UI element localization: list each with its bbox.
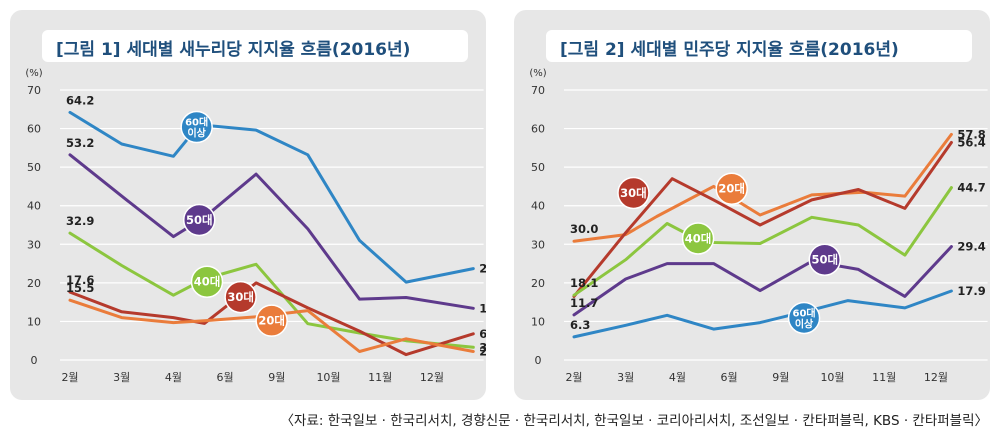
x-tick-label: 4월 <box>669 371 686 384</box>
data-label-end: 3.3 <box>479 340 486 354</box>
y-tick-label: 40 <box>531 200 545 213</box>
x-tick-label: 10월 <box>316 371 340 384</box>
series-badge-label: 이상 <box>795 317 814 330</box>
data-label-end: 29.4 <box>957 240 985 254</box>
series-badge: 30대 <box>617 176 650 210</box>
x-tick-label: 3월 <box>617 371 634 384</box>
series-line <box>572 289 953 339</box>
series-badge: 30대 <box>224 280 257 314</box>
data-label-end: 23.7 <box>479 262 486 276</box>
series-line <box>572 132 953 243</box>
y-tick-label: 50 <box>531 161 545 174</box>
x-tick-label: 11월 <box>872 371 896 384</box>
data-label-end: 13.4 <box>479 301 486 315</box>
series-badge-label: 60대 <box>185 116 208 129</box>
x-tick-label: 3월 <box>113 371 130 384</box>
x-tick-label: 9월 <box>268 371 285 384</box>
y-tick-label: 10 <box>27 315 41 328</box>
chart-title-box: [그림 1] 세대별 새누리당 지지율 흐름(2016년) <box>42 30 468 62</box>
data-label-end: 44.7 <box>957 181 985 195</box>
series-badge-label: 60대 <box>793 306 816 319</box>
data-label-start: 18.1 <box>570 276 598 290</box>
y-tick-label: 0 <box>535 354 542 367</box>
series-badge-label: 20대 <box>258 314 285 328</box>
series-badge: 40대 <box>681 222 715 255</box>
series-badge: 40대 <box>190 265 224 298</box>
y-tick-label: 30 <box>27 238 41 251</box>
x-tick-label: 4월 <box>165 371 182 384</box>
series-badge-label: 30대 <box>620 186 647 200</box>
series-badge: 20대 <box>715 172 748 205</box>
data-label-start: 30.0 <box>570 222 598 236</box>
series-badge-label: 50대 <box>186 213 213 227</box>
series-line <box>68 281 475 357</box>
data-label-start: 17.6 <box>66 273 94 287</box>
series-badge-label: 40대 <box>685 232 712 246</box>
data-label-start: 11.7 <box>570 296 598 310</box>
source-note: 〈자료: 한국일보 · 한국리서치, 경향신문 · 한국리서치, 한국일보 · … <box>280 413 988 429</box>
y-tick-label: 20 <box>27 277 41 290</box>
chart-title-box: [그림 2] 세대별 민주당 지지율 흐름(2016년) <box>546 30 972 62</box>
data-label-start: 6.3 <box>570 318 590 332</box>
series-line <box>68 110 475 284</box>
y-tick-label: 70 <box>27 84 41 97</box>
data-label-end: 56.4 <box>957 135 985 149</box>
series-badge-label: 20대 <box>718 182 745 196</box>
y-axis-label: (%) <box>529 68 546 79</box>
y-tick-label: 50 <box>27 161 41 174</box>
data-label-start: 15.5 <box>66 281 94 295</box>
data-label-end: 2.2 <box>479 345 486 359</box>
y-tick-label: 60 <box>27 123 41 136</box>
chart-panel-1: [그림 1] 세대별 새누리당 지지율 흐름(2016년) 0 10 20 30 40 5… <box>10 10 486 400</box>
y-tick-label: 70 <box>531 84 545 97</box>
series-line <box>572 141 953 298</box>
series-badge: 20대 <box>255 304 288 337</box>
series-line <box>572 245 953 317</box>
y-tick-label: 40 <box>27 200 41 213</box>
x-tick-label: 11월 <box>368 371 392 384</box>
chart-title: [그림 2] 세대별 민주당 지지율 흐름(2016년) <box>560 40 899 60</box>
line-chart-2: 0 10 20 30 40 50 60 70 (%) 2월 3월 4월 6월 9월 10월 11월 12월 30.… <box>529 68 988 384</box>
data-label-end: 17.9 <box>957 284 985 298</box>
chart-panel-2: [그림 2] 세대별 민주당 지지율 흐름(2016년) 0 10 20 30 40 50… <box>514 10 990 400</box>
series-badge: 50대 <box>808 243 841 276</box>
y-tick-label: 0 <box>31 354 38 367</box>
x-tick-label: 2월 <box>565 371 582 384</box>
series-badge-label: 50대 <box>811 253 838 267</box>
series-badge-label: 30대 <box>227 290 254 304</box>
y-tick-label: 20 <box>531 277 545 290</box>
x-tick-label: 2월 <box>61 371 78 384</box>
line-chart-1: 0 10 20 30 40 50 60 70 (%) 2월 3월 4월 6월 9월 10월 11월 12월 64.… <box>25 68 486 384</box>
data-label-end: 6.8 <box>479 327 486 341</box>
chart-title: [그림 1] 세대별 새누리당 지지율 흐름(2016년) <box>56 40 411 60</box>
x-tick-label: 6월 <box>217 371 234 384</box>
series-line <box>68 231 475 349</box>
x-tick-label: 10월 <box>820 371 844 384</box>
y-tick-label: 30 <box>531 238 545 251</box>
x-tick-label: 12월 <box>420 371 444 384</box>
series-line <box>572 186 953 297</box>
series-badge-label: 40대 <box>194 275 221 289</box>
x-tick-label: 12월 <box>924 371 948 384</box>
series-line <box>68 153 475 310</box>
series-badge: 50대 <box>183 203 216 237</box>
data-label-start: 32.9 <box>66 214 94 228</box>
x-tick-label: 9월 <box>772 371 789 384</box>
y-axis-label: (%) <box>25 68 42 79</box>
x-tick-label: 6월 <box>721 371 738 384</box>
y-tick-label: 10 <box>531 315 545 328</box>
data-label-end: 57.8 <box>957 127 985 141</box>
series-badge-label: 이상 <box>187 127 206 140</box>
data-label-start: 64.2 <box>66 93 94 107</box>
data-label-start: 53.2 <box>66 136 94 150</box>
y-tick-label: 60 <box>531 123 545 136</box>
